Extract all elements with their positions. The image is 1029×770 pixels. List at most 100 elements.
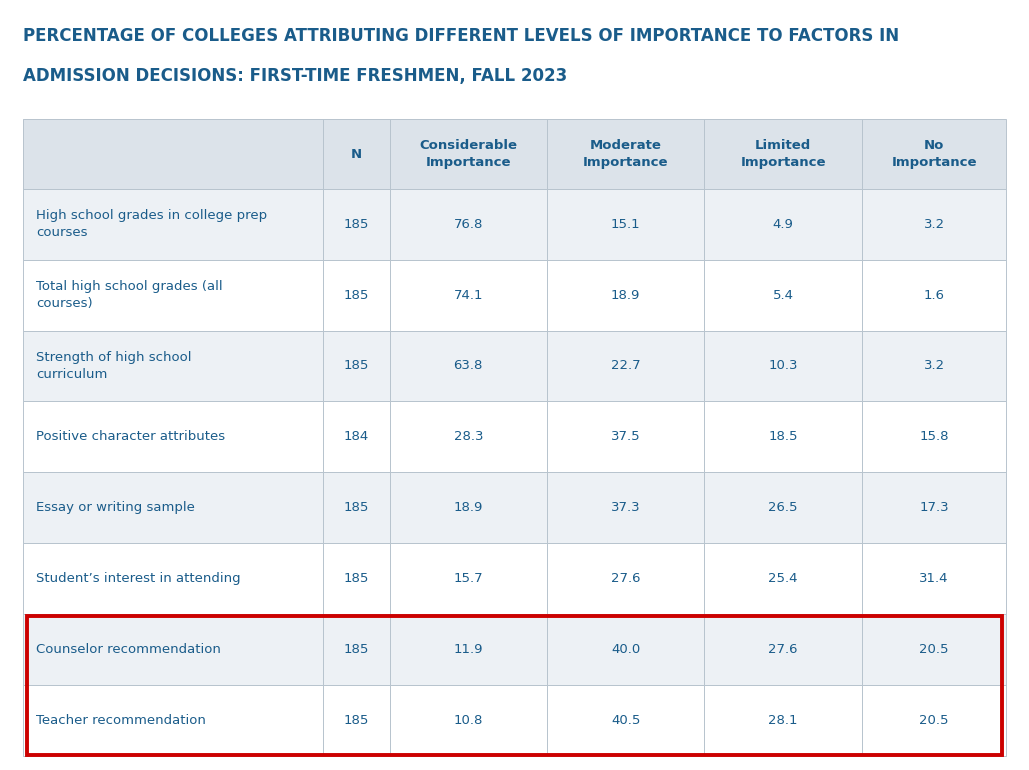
Bar xyxy=(23,685,1006,756)
Bar xyxy=(705,119,861,189)
Text: 15.7: 15.7 xyxy=(454,572,483,585)
Text: 1.6: 1.6 xyxy=(924,289,945,302)
Text: Total high school grades (all
courses): Total high school grades (all courses) xyxy=(36,280,222,310)
Text: 3.2: 3.2 xyxy=(923,218,945,231)
Text: 17.3: 17.3 xyxy=(919,501,949,514)
Text: 37.3: 37.3 xyxy=(611,501,640,514)
Bar xyxy=(390,685,547,756)
Bar xyxy=(23,685,323,756)
Bar xyxy=(705,614,861,685)
Text: 26.5: 26.5 xyxy=(769,501,797,514)
Text: No
Importance: No Importance xyxy=(891,139,977,169)
Text: 4.9: 4.9 xyxy=(773,218,793,231)
Bar xyxy=(23,401,323,472)
Text: 15.8: 15.8 xyxy=(919,430,949,444)
Bar xyxy=(390,401,547,472)
Bar xyxy=(547,259,705,330)
Bar xyxy=(23,259,1006,330)
Bar xyxy=(23,189,1006,259)
Bar xyxy=(861,119,1006,189)
Text: 40.0: 40.0 xyxy=(611,643,640,656)
Text: 74.1: 74.1 xyxy=(454,289,483,302)
Text: 40.5: 40.5 xyxy=(611,714,640,727)
Bar xyxy=(547,472,705,544)
Bar xyxy=(23,189,323,259)
Bar xyxy=(547,544,705,614)
Bar xyxy=(23,614,323,685)
Bar xyxy=(705,472,861,544)
Text: Positive character attributes: Positive character attributes xyxy=(36,430,225,444)
Bar xyxy=(23,401,1006,472)
Text: 5.4: 5.4 xyxy=(773,289,793,302)
Bar xyxy=(27,616,1002,755)
Bar xyxy=(23,472,323,544)
Bar xyxy=(861,614,1006,685)
Text: 15.1: 15.1 xyxy=(611,218,640,231)
Text: 184: 184 xyxy=(344,430,368,444)
Bar xyxy=(323,472,390,544)
Bar xyxy=(861,330,1006,401)
Bar xyxy=(547,685,705,756)
Text: 10.8: 10.8 xyxy=(454,714,483,727)
Text: 185: 185 xyxy=(344,714,368,727)
Bar xyxy=(323,401,390,472)
Text: 185: 185 xyxy=(344,360,368,373)
Bar xyxy=(705,189,861,259)
Bar xyxy=(323,119,390,189)
Text: 185: 185 xyxy=(344,218,368,231)
Bar xyxy=(861,472,1006,544)
Bar xyxy=(390,189,547,259)
Bar xyxy=(23,119,323,189)
Bar xyxy=(390,614,547,685)
Bar xyxy=(861,685,1006,756)
Bar xyxy=(390,472,547,544)
Text: 20.5: 20.5 xyxy=(919,643,949,656)
Text: 18.5: 18.5 xyxy=(769,430,797,444)
Bar xyxy=(23,330,1006,401)
Bar xyxy=(705,259,861,330)
Bar xyxy=(547,401,705,472)
Bar xyxy=(705,685,861,756)
Bar xyxy=(390,330,547,401)
Bar xyxy=(547,119,705,189)
Bar xyxy=(547,189,705,259)
Bar xyxy=(323,259,390,330)
Bar xyxy=(323,189,390,259)
Text: ADMISSION DECISIONS: FIRST-TIME FRESHMEN, FALL 2023: ADMISSION DECISIONS: FIRST-TIME FRESHMEN… xyxy=(23,67,567,85)
Bar xyxy=(323,330,390,401)
Bar xyxy=(705,401,861,472)
Bar xyxy=(23,614,1006,685)
Text: 185: 185 xyxy=(344,501,368,514)
Text: Strength of high school
curriculum: Strength of high school curriculum xyxy=(36,351,191,381)
Text: Counselor recommendation: Counselor recommendation xyxy=(36,643,221,656)
Text: 3.2: 3.2 xyxy=(923,360,945,373)
Text: 27.6: 27.6 xyxy=(611,572,640,585)
Text: Essay or writing sample: Essay or writing sample xyxy=(36,501,194,514)
Text: N: N xyxy=(351,148,361,160)
Text: Student’s interest in attending: Student’s interest in attending xyxy=(36,572,241,585)
Text: 11.9: 11.9 xyxy=(454,643,483,656)
Bar xyxy=(323,685,390,756)
Bar xyxy=(323,544,390,614)
Text: 31.4: 31.4 xyxy=(919,572,949,585)
Text: 10.3: 10.3 xyxy=(769,360,797,373)
Text: 18.9: 18.9 xyxy=(611,289,640,302)
Bar xyxy=(861,544,1006,614)
Bar xyxy=(390,544,547,614)
Bar xyxy=(705,544,861,614)
Text: Moderate
Importance: Moderate Importance xyxy=(582,139,669,169)
Bar xyxy=(23,544,323,614)
Text: 185: 185 xyxy=(344,572,368,585)
Text: 27.6: 27.6 xyxy=(769,643,797,656)
Bar xyxy=(23,472,1006,544)
Text: 25.4: 25.4 xyxy=(769,572,797,585)
Text: PERCENTAGE OF COLLEGES ATTRIBUTING DIFFERENT LEVELS OF IMPORTANCE TO FACTORS IN: PERCENTAGE OF COLLEGES ATTRIBUTING DIFFE… xyxy=(23,27,898,45)
Bar xyxy=(861,259,1006,330)
Text: 76.8: 76.8 xyxy=(454,218,483,231)
Text: 185: 185 xyxy=(344,643,368,656)
Bar xyxy=(861,189,1006,259)
Bar xyxy=(861,401,1006,472)
Text: 18.9: 18.9 xyxy=(454,501,483,514)
Text: Considerable
Importance: Considerable Importance xyxy=(419,139,518,169)
Text: 37.5: 37.5 xyxy=(611,430,640,444)
